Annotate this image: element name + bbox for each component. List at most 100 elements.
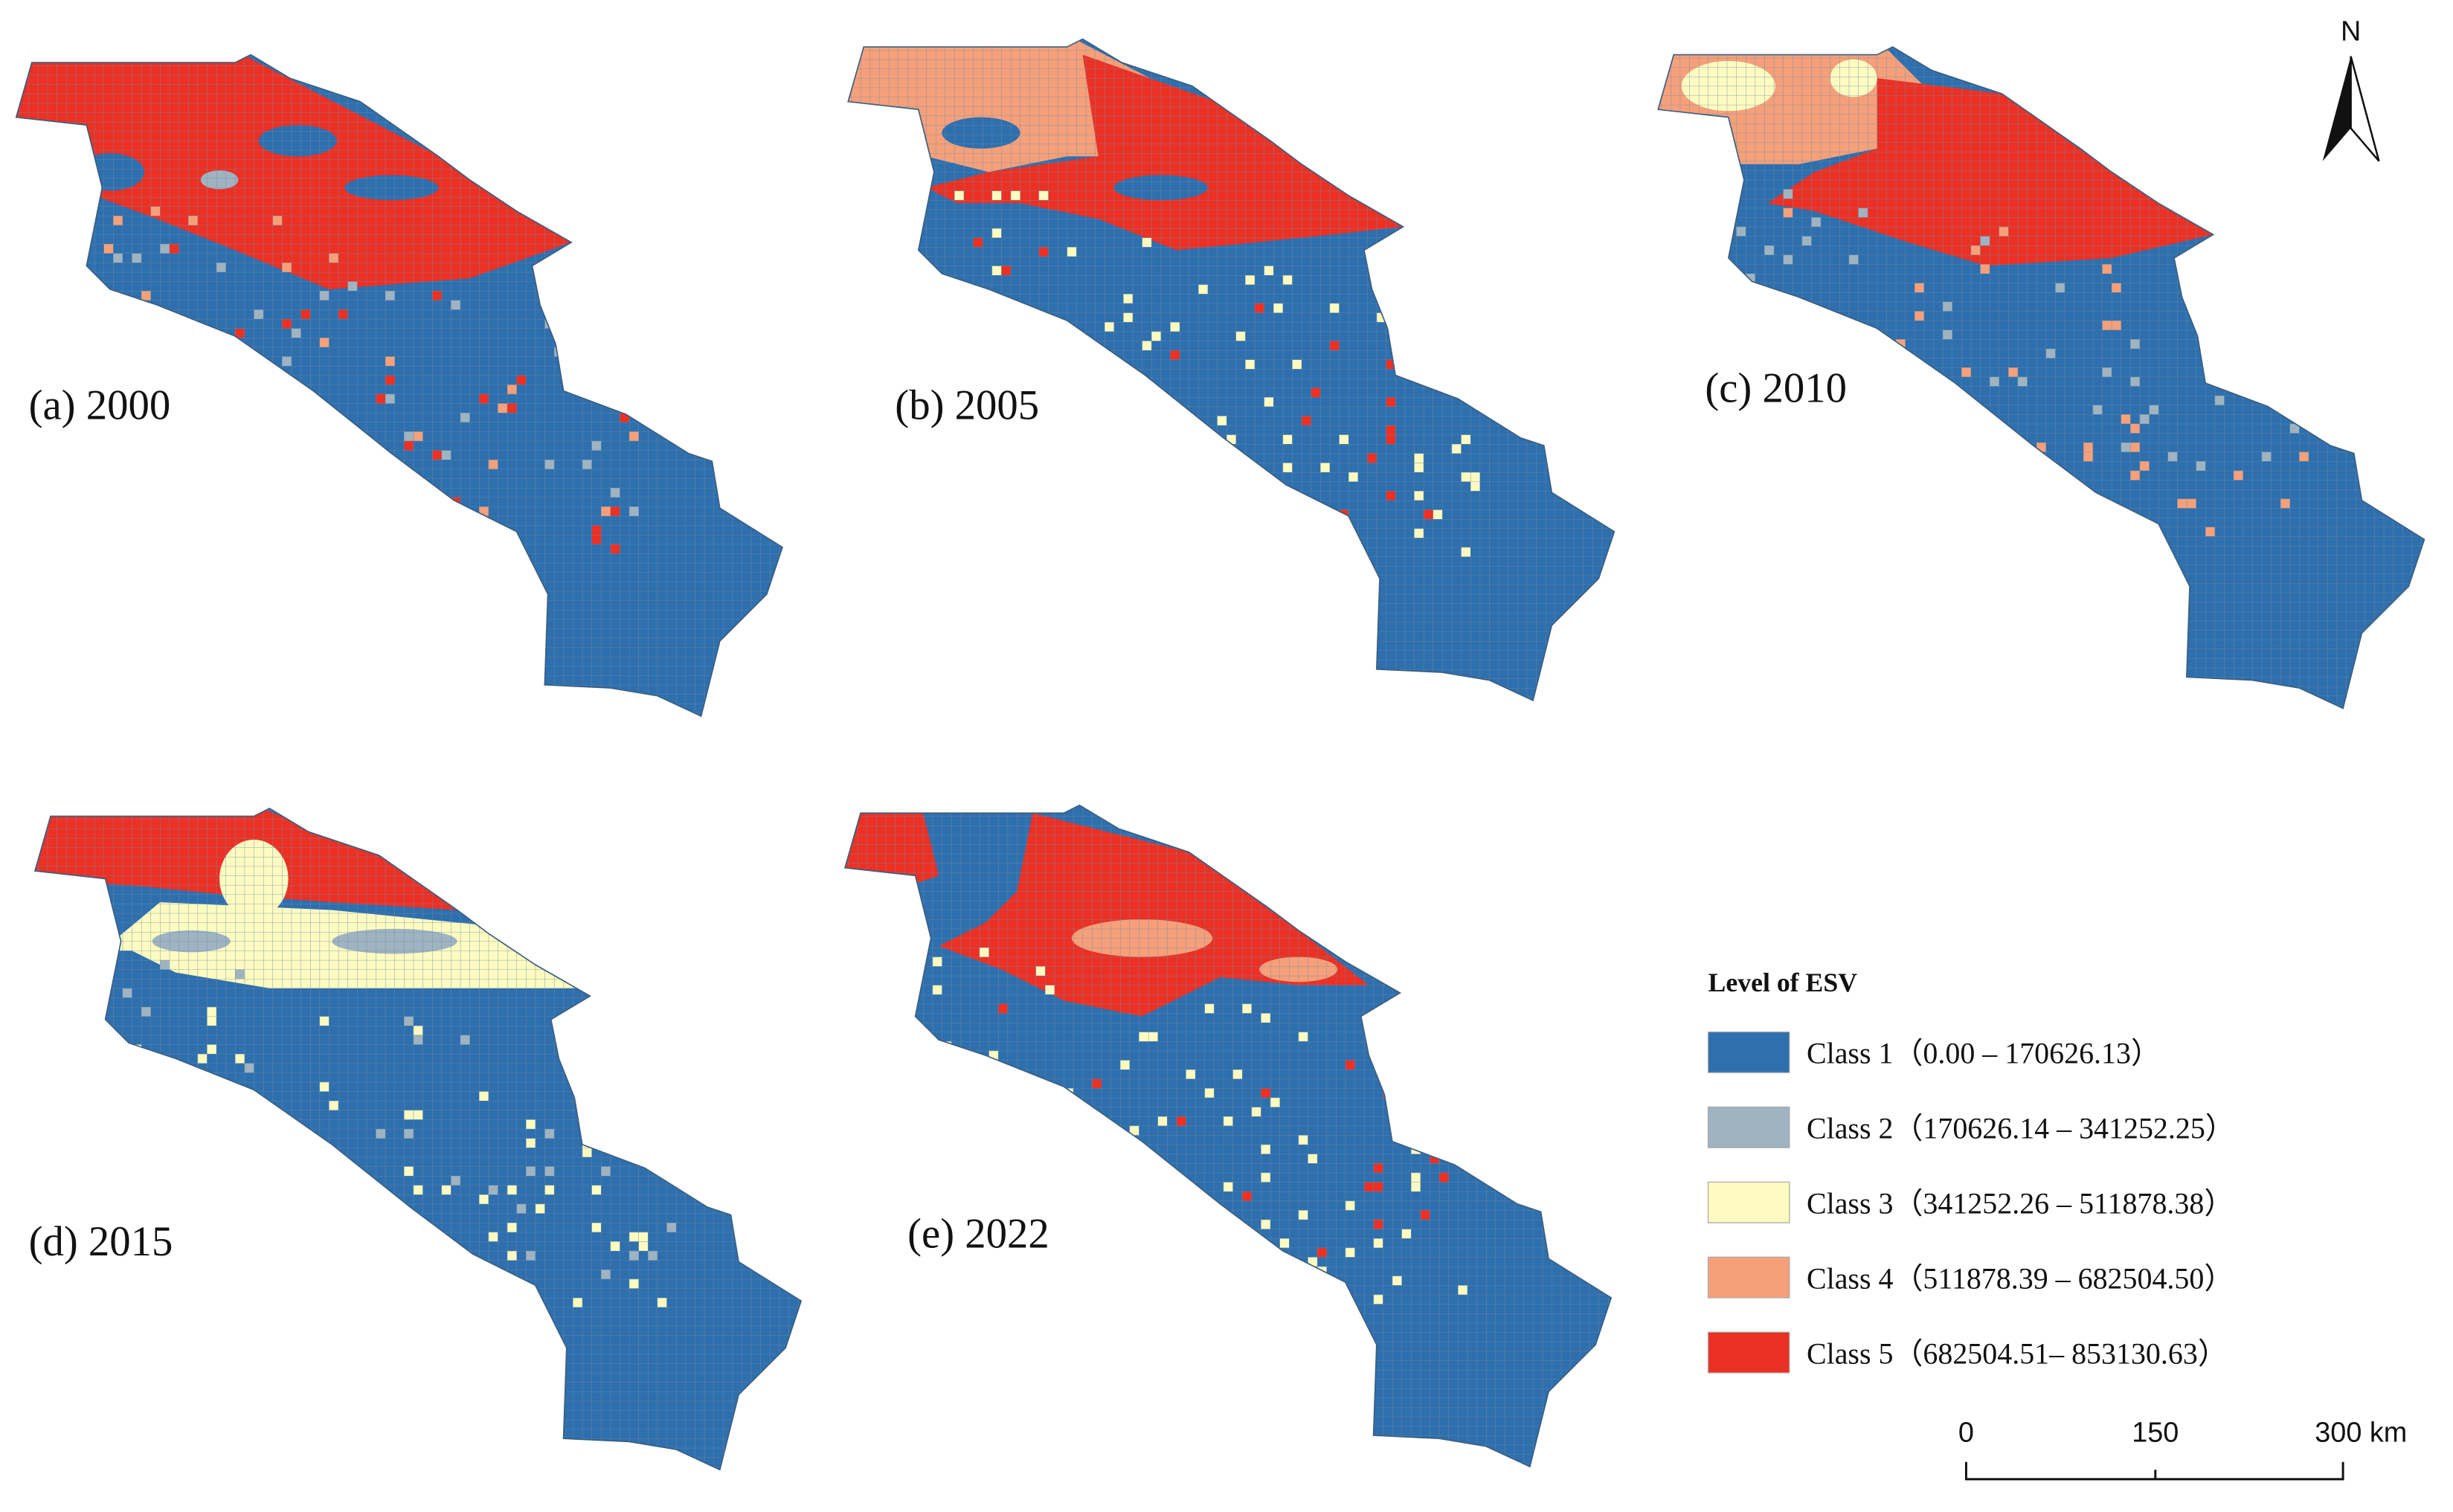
cell [2252, 311, 2262, 321]
cell [1383, 1060, 1392, 1070]
legend-label: Class 3（341252.26 – 511878.38） [1807, 1186, 2234, 1220]
cell [207, 375, 216, 385]
cell [272, 478, 283, 488]
cell [1820, 433, 1830, 443]
north-arrow: N [2322, 16, 2380, 162]
cell [179, 1072, 189, 1082]
cell [1067, 416, 1077, 425]
cell [338, 460, 348, 469]
cell [319, 1185, 329, 1195]
map-b: (b) 2005 [847, 38, 1615, 701]
cell [666, 1119, 676, 1129]
scale-label: 0 [1958, 1417, 1974, 1448]
scale-bar: 0 150 300 km [1958, 1417, 2407, 1481]
cell [329, 413, 338, 422]
cell [141, 450, 151, 460]
legend-swatch [1707, 1181, 1790, 1223]
cell [1867, 451, 1877, 462]
cell [2271, 376, 2281, 387]
north-label: N [2341, 16, 2361, 48]
cell [1839, 451, 1849, 462]
cell [638, 309, 649, 319]
grid-overlay [16, 54, 782, 716]
legend-title: Level of ESV [1708, 968, 1858, 997]
cell [2045, 470, 2056, 480]
legend-label: Class 2（170626.14 – 341252.25） [1807, 1112, 2235, 1145]
cell [923, 1032, 933, 1042]
cell [272, 1138, 283, 1148]
cell [1485, 1116, 1496, 1126]
cell [1401, 1078, 1412, 1089]
legend-swatch [1707, 1106, 1790, 1148]
cell [1376, 294, 1386, 303]
cell [2130, 527, 2140, 537]
legend-swatch [1707, 1256, 1790, 1299]
cell [1054, 1088, 1064, 1098]
cell [1745, 414, 1755, 424]
cell [1151, 425, 1161, 435]
cell [1120, 1191, 1130, 1201]
cell [197, 1081, 208, 1092]
cell [1092, 1172, 1102, 1183]
cell [404, 1250, 414, 1261]
cell [132, 1148, 141, 1157]
legend-swatch [1707, 1331, 1790, 1374]
cell [1189, 434, 1199, 445]
cell [638, 1072, 649, 1082]
cell [1207, 444, 1218, 454]
cell [1942, 405, 1952, 415]
grid-overlay [34, 808, 802, 1470]
cell [225, 1119, 236, 1129]
cell [1151, 453, 1161, 463]
cell [1433, 331, 1443, 341]
cell [2083, 489, 2093, 499]
cell [1755, 311, 1765, 321]
cell [225, 450, 236, 460]
cell [1420, 1088, 1430, 1098]
cell [1395, 350, 1405, 360]
cell [628, 1119, 639, 1129]
cell [954, 369, 964, 379]
cell [319, 1223, 329, 1232]
cell [1067, 425, 1077, 435]
cell [2205, 311, 2215, 321]
cell [1839, 414, 1849, 424]
cell [1420, 1050, 1430, 1061]
cell [1905, 433, 1915, 443]
cell [225, 385, 236, 394]
cell [2243, 339, 2253, 349]
map-d: (d) 2015 [29, 807, 803, 1471]
cell [254, 1128, 263, 1139]
cell [282, 422, 292, 432]
cell [582, 1063, 592, 1073]
cell [1007, 1144, 1017, 1154]
cell [1067, 359, 1077, 370]
map-a: (a) 2000 [15, 54, 783, 717]
cell [610, 318, 620, 329]
cell [1167, 1182, 1177, 1192]
scale-label: 150 [2132, 1417, 2179, 1448]
cell [160, 431, 170, 441]
cell [601, 347, 611, 357]
cell [1442, 284, 1452, 295]
map-e: (e) 2022 [843, 804, 1613, 1468]
cell [1110, 1172, 1121, 1183]
cell [960, 1172, 971, 1183]
cell [1073, 1116, 1083, 1126]
cell [2064, 498, 2074, 509]
cell [991, 341, 1002, 350]
cell [451, 506, 460, 516]
cell [431, 1250, 442, 1261]
cell [1467, 1088, 1477, 1098]
cell [1476, 1116, 1486, 1126]
map-c: (c) 2010 [1657, 46, 2425, 710]
cell [347, 1241, 358, 1251]
cell [300, 1156, 311, 1167]
map-label: (b) 2005 [895, 382, 1039, 428]
cell [122, 1185, 132, 1195]
map-label: (a) 2000 [29, 382, 171, 428]
cell [291, 393, 301, 404]
cell [1999, 451, 2009, 462]
cell [1232, 1247, 1243, 1258]
